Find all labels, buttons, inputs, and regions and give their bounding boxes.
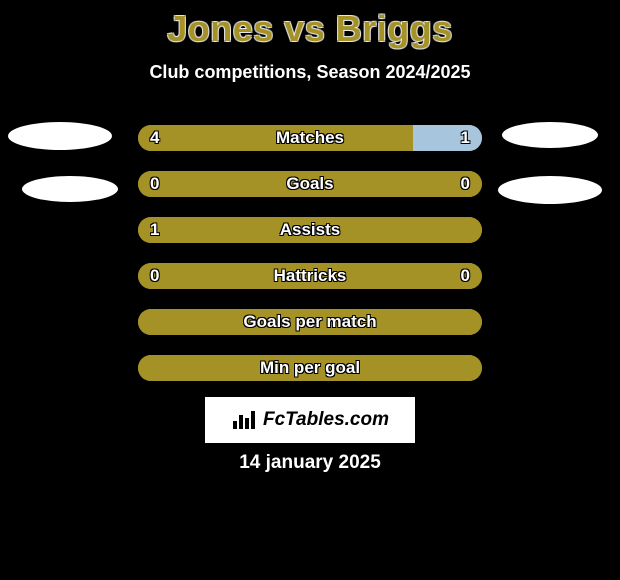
date-text: 14 january 2025 — [0, 452, 620, 474]
stat-row: Assists1 — [0, 214, 620, 260]
stat-fill-left — [138, 171, 482, 197]
stat-fill-left — [138, 263, 482, 289]
stat-track — [138, 355, 482, 381]
bar-chart-icon — [231, 409, 257, 431]
stat-row: Hattricks00 — [0, 260, 620, 306]
stat-track — [138, 171, 482, 197]
stat-rows: Matches41Goals00Assists1Hattricks00Goals… — [0, 122, 620, 398]
stat-fill-right — [413, 125, 482, 151]
stat-fill-left — [138, 355, 482, 381]
stat-track — [138, 217, 482, 243]
stat-row: Goals per match — [0, 306, 620, 352]
stat-track — [138, 125, 482, 151]
stat-fill-left — [138, 125, 413, 151]
stat-fill-left — [138, 217, 482, 243]
stat-row: Min per goal — [0, 352, 620, 398]
player-photo-placeholder — [498, 176, 602, 204]
player-photo-placeholder — [502, 122, 598, 148]
subtitle: Club competitions, Season 2024/2025 — [0, 62, 620, 83]
branding-text: FcTables.com — [263, 409, 389, 431]
page-title: Jones vs Briggs — [0, 0, 620, 50]
branding-badge: FcTables.com — [205, 397, 415, 443]
player-photo-placeholder — [22, 176, 118, 202]
stat-fill-left — [138, 309, 482, 335]
stat-track — [138, 263, 482, 289]
stat-track — [138, 309, 482, 335]
player-photo-placeholder — [8, 122, 112, 150]
